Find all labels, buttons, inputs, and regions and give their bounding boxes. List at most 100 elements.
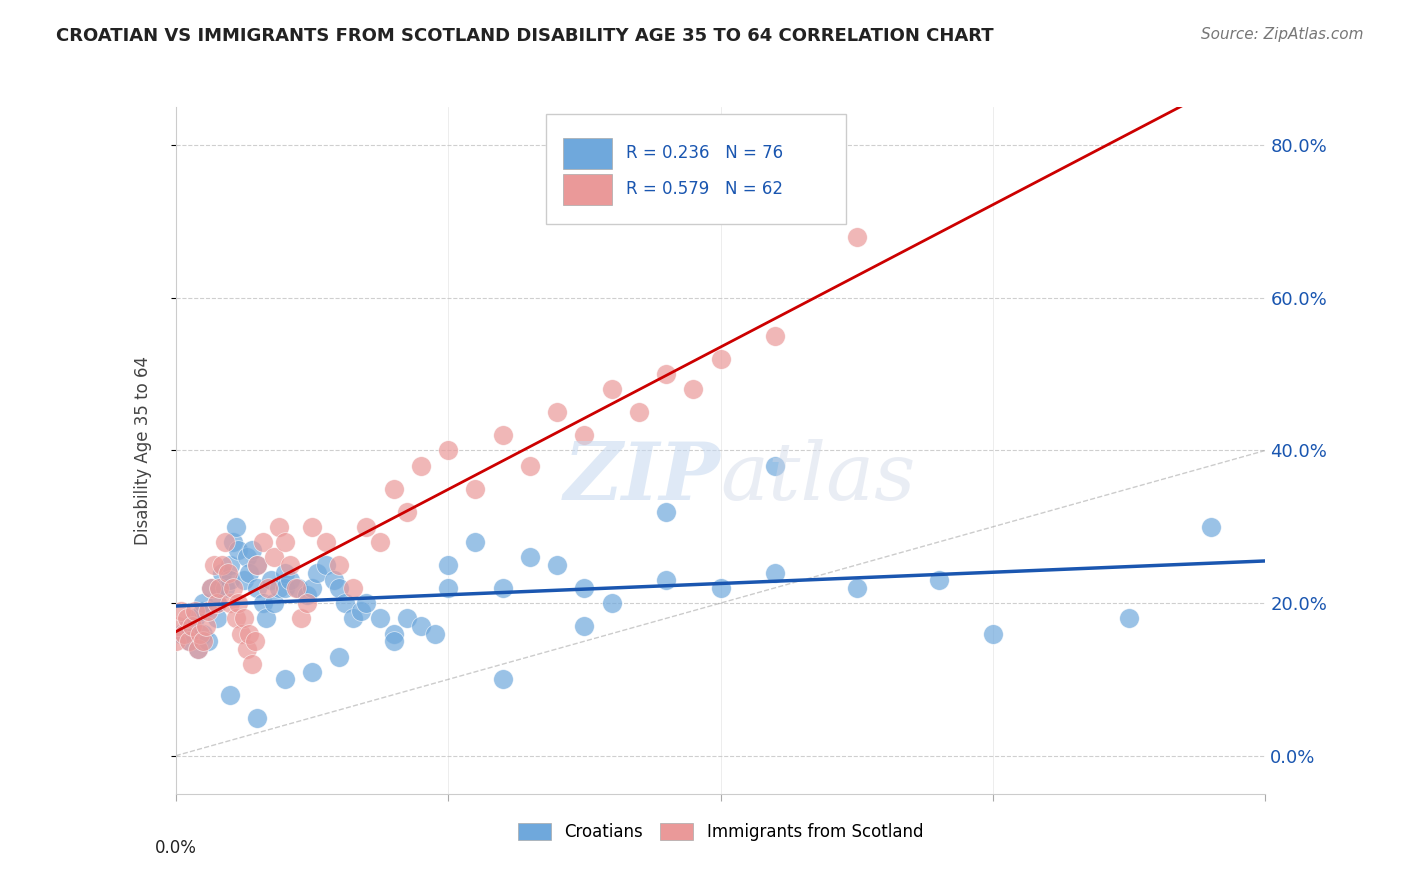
Point xyxy=(574,428,596,442)
Point xyxy=(257,581,280,595)
Point xyxy=(382,634,405,648)
Point xyxy=(328,581,350,595)
Point xyxy=(655,504,678,518)
Point xyxy=(254,611,277,625)
Point xyxy=(763,458,786,473)
Point xyxy=(301,665,323,679)
Point xyxy=(315,558,337,572)
Point xyxy=(197,604,219,618)
Y-axis label: Disability Age 35 to 64: Disability Age 35 to 64 xyxy=(134,356,152,545)
Point xyxy=(246,558,269,572)
Point xyxy=(928,573,950,587)
Text: R = 0.236   N = 76: R = 0.236 N = 76 xyxy=(626,145,783,162)
Point xyxy=(278,558,301,572)
FancyBboxPatch shape xyxy=(562,174,612,205)
Point xyxy=(655,367,678,381)
Point xyxy=(240,657,263,672)
Point xyxy=(219,688,242,702)
Point xyxy=(396,504,419,518)
Point xyxy=(437,558,460,572)
Point xyxy=(333,596,356,610)
Point xyxy=(396,611,419,625)
Point xyxy=(274,581,297,595)
Text: ZIP: ZIP xyxy=(564,439,721,516)
FancyBboxPatch shape xyxy=(546,114,846,224)
Point xyxy=(269,520,291,534)
Point xyxy=(382,482,405,496)
Point xyxy=(574,619,596,633)
Point xyxy=(981,626,1004,640)
Point xyxy=(238,626,260,640)
Point xyxy=(205,596,228,610)
Point xyxy=(170,626,193,640)
Point xyxy=(263,596,285,610)
Point xyxy=(492,673,515,687)
Point xyxy=(600,596,623,610)
Point xyxy=(263,550,285,565)
Point xyxy=(235,550,257,565)
Point xyxy=(173,626,195,640)
Point xyxy=(167,619,190,633)
Point xyxy=(232,573,254,587)
Point xyxy=(437,581,460,595)
Point xyxy=(492,581,515,595)
Point xyxy=(274,566,297,580)
Point xyxy=(219,558,242,572)
Point xyxy=(437,443,460,458)
Point xyxy=(205,611,228,625)
Point xyxy=(228,542,250,557)
Legend: Croatians, Immigrants from Scotland: Croatians, Immigrants from Scotland xyxy=(512,816,929,847)
Point xyxy=(710,581,733,595)
Point xyxy=(356,520,378,534)
Point xyxy=(260,573,283,587)
Point xyxy=(219,573,242,587)
Point xyxy=(278,573,301,587)
Point xyxy=(214,535,236,549)
Point xyxy=(184,611,207,625)
Point xyxy=(188,626,211,640)
Point xyxy=(492,428,515,442)
Point xyxy=(191,596,214,610)
Point xyxy=(295,589,318,603)
Point xyxy=(246,710,269,724)
Point xyxy=(284,581,307,595)
Point xyxy=(186,641,209,656)
Text: 0.0%: 0.0% xyxy=(155,838,197,856)
Point xyxy=(328,558,350,572)
Point xyxy=(274,535,297,549)
FancyBboxPatch shape xyxy=(562,138,612,169)
Point xyxy=(328,649,350,664)
Point xyxy=(1199,520,1222,534)
Point xyxy=(252,596,274,610)
Point xyxy=(382,626,405,640)
Point xyxy=(519,550,541,565)
Point xyxy=(464,535,486,549)
Text: atlas: atlas xyxy=(721,439,915,516)
Point xyxy=(235,641,257,656)
Point xyxy=(368,611,391,625)
Point xyxy=(184,604,207,618)
Point xyxy=(240,542,263,557)
Point xyxy=(211,558,233,572)
Point xyxy=(342,581,364,595)
Point xyxy=(179,634,201,648)
Point xyxy=(600,383,623,397)
Point xyxy=(186,641,209,656)
Point xyxy=(202,558,225,572)
Point xyxy=(301,581,323,595)
Point xyxy=(409,619,432,633)
Point xyxy=(197,634,219,648)
Point xyxy=(225,520,247,534)
Point xyxy=(655,573,678,587)
Point xyxy=(574,581,596,595)
Point xyxy=(222,535,245,549)
Point xyxy=(546,405,568,419)
Point xyxy=(228,596,250,610)
Point xyxy=(225,611,247,625)
Point xyxy=(222,581,245,595)
Point xyxy=(238,566,260,580)
Text: CROATIAN VS IMMIGRANTS FROM SCOTLAND DISABILITY AGE 35 TO 64 CORRELATION CHART: CROATIAN VS IMMIGRANTS FROM SCOTLAND DIS… xyxy=(56,27,994,45)
Point xyxy=(243,634,266,648)
Point xyxy=(170,604,193,618)
Point xyxy=(246,558,269,572)
